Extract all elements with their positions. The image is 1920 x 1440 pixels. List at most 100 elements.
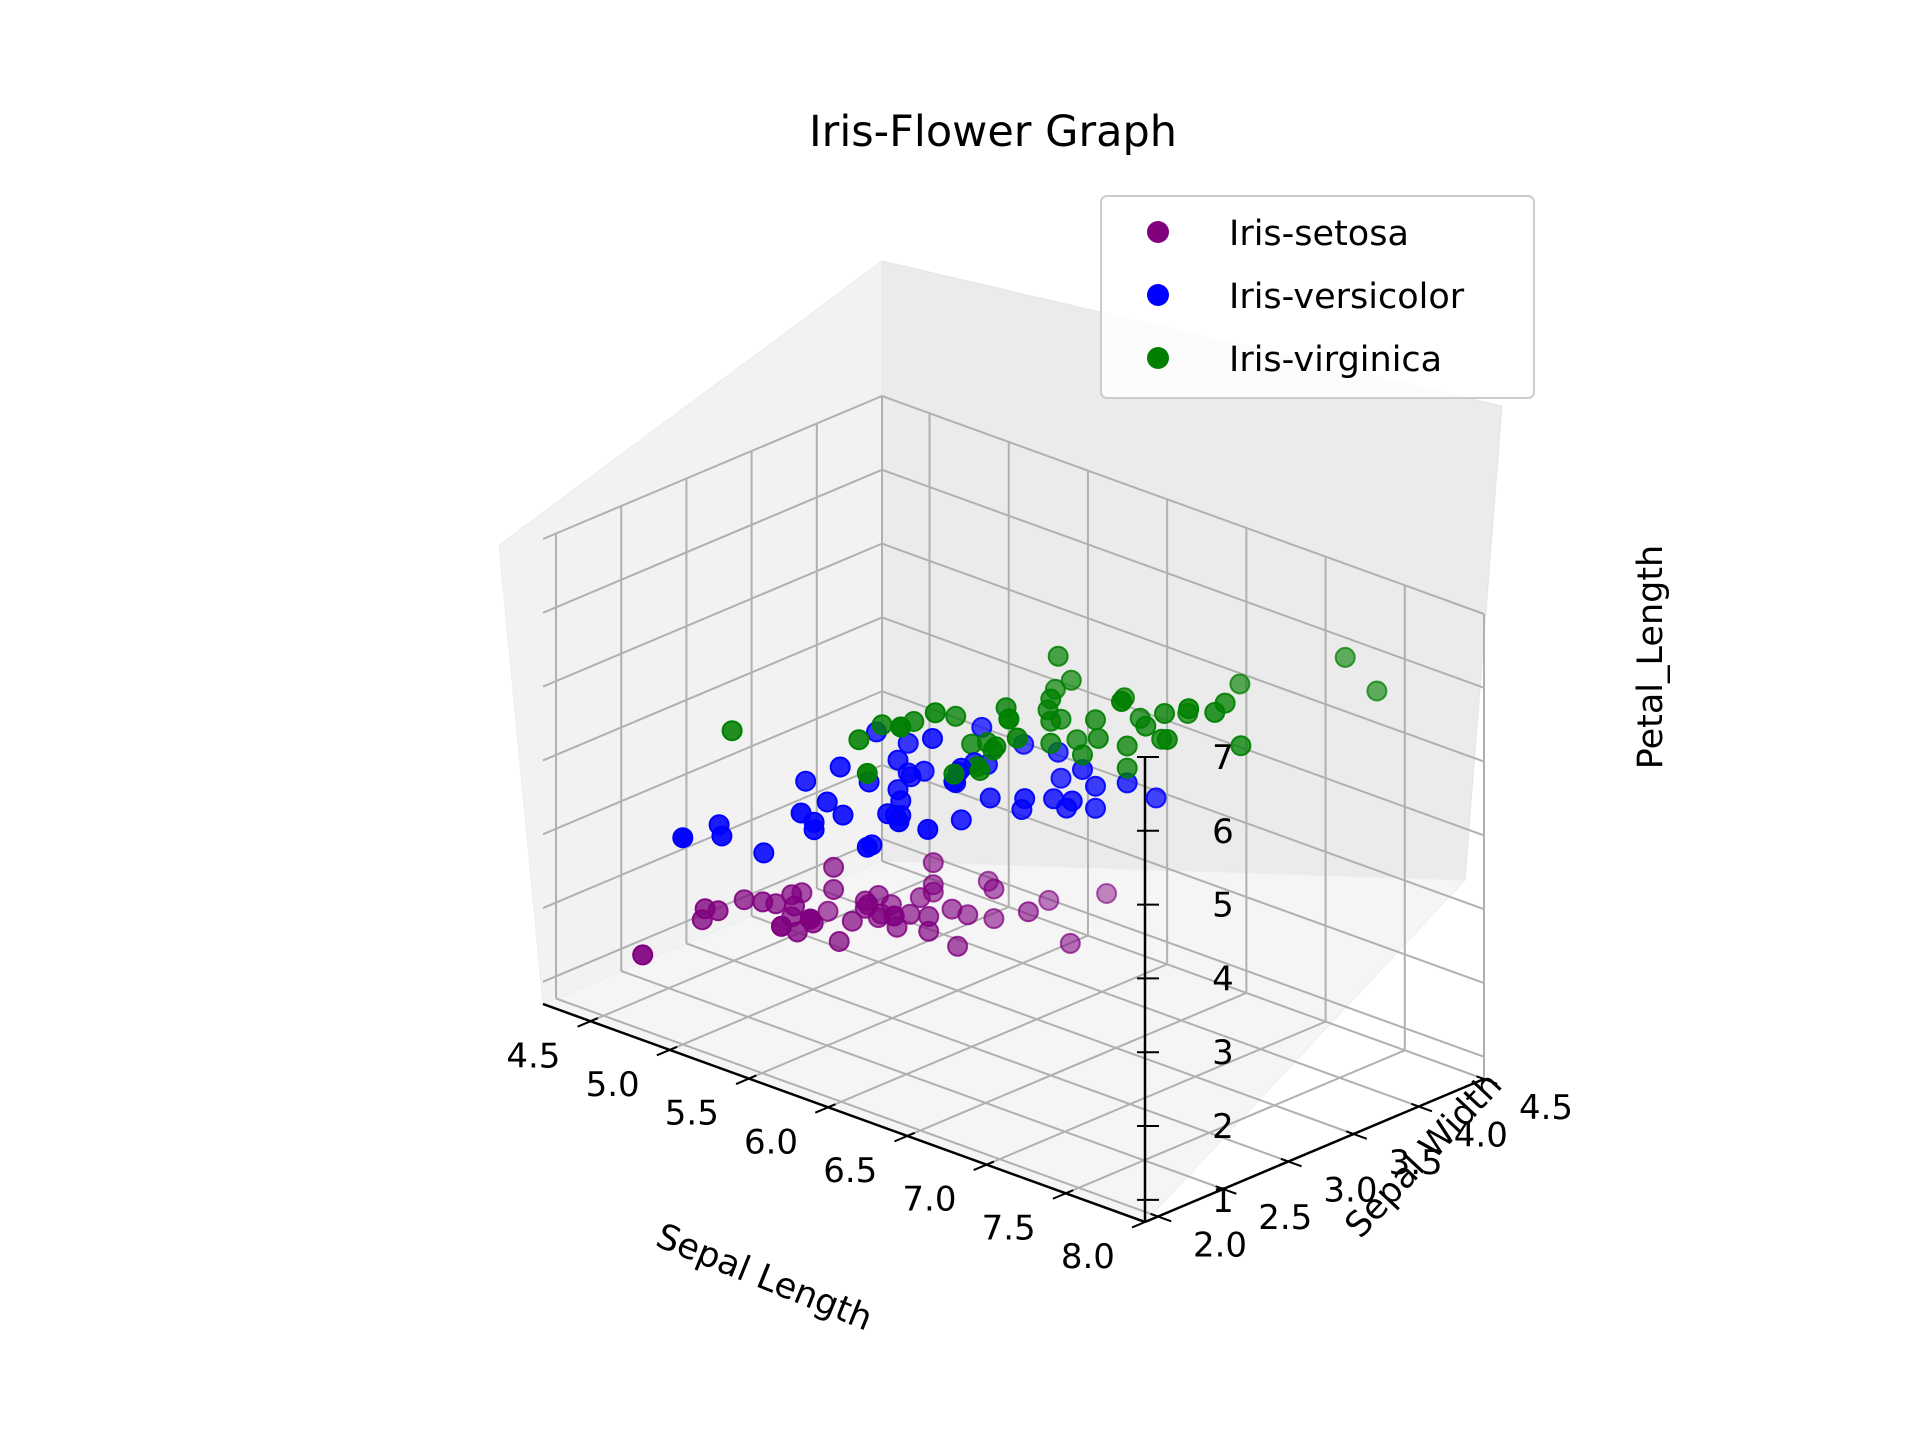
x-gridline [906, 992, 1247, 1137]
scatter-point-series-1 [1061, 790, 1083, 812]
scatter-point-series-2 [1204, 701, 1226, 723]
scatter-point-series-2 [1060, 669, 1082, 691]
scatter-point-series-0 [922, 874, 944, 896]
scatter-point-series-1 [922, 728, 943, 749]
y-gridline [620, 970, 1224, 1190]
x-tick-label: 5.5 [665, 1094, 719, 1134]
y-tick-label: 3.5 [1389, 1143, 1443, 1183]
legend-marker-versicolor [1147, 284, 1169, 306]
axis-panes [498, 260, 1503, 1223]
x-tick [973, 1160, 995, 1171]
z-tick-label: 5 [1212, 886, 1234, 926]
y-tick [1410, 1102, 1433, 1113]
x-tick [656, 1045, 678, 1057]
scatter-point-series-0 [828, 931, 850, 952]
data-points [632, 645, 1388, 966]
y-tick [1476, 1075, 1498, 1085]
scatter-point-series-0 [817, 900, 839, 922]
y-tick-label: 2.0 [1193, 1226, 1247, 1266]
scatter-point-series-0 [784, 895, 805, 917]
scatter-point-series-2 [1072, 744, 1093, 766]
scatter-point-series-2 [1230, 735, 1252, 757]
scatter-point-series-2 [871, 714, 893, 736]
scatter-point-series-0 [1096, 883, 1118, 904]
y-tick [1150, 1212, 1172, 1223]
scatter-point-series-1 [1085, 775, 1106, 797]
x-gridline [748, 934, 1089, 1080]
legend: Iris-setosa Iris-versicolor Iris-virgini… [1100, 195, 1535, 399]
scatter-point-series-1 [1014, 788, 1036, 810]
legend-label-virginica: Iris-virginica [1229, 340, 1442, 380]
z-tick-label: 3 [1212, 1033, 1234, 1073]
tick-labels: 4.5 5.0 5.5 6.0 6.5 7.0 7.5 8.0 2.0 2.5 3.0 3.5 4.0 4… [506, 738, 1573, 1277]
scatter-point-series-1 [900, 766, 922, 788]
scatter-point-series-1 [803, 819, 825, 841]
scatter-point-series-2 [1154, 703, 1175, 724]
x-tick [1131, 1217, 1153, 1229]
legend-label-setosa: Iris-setosa [1229, 214, 1409, 254]
x-axis-line [542, 1002, 1146, 1224]
scatter-point-series-2 [856, 762, 878, 784]
x-tick [577, 1017, 599, 1028]
scatter-point-series-0 [802, 912, 824, 934]
scatter-point-series-1 [1043, 788, 1065, 810]
legend-marker-setosa [1147, 221, 1169, 243]
z-tick-label: 4 [1212, 959, 1234, 999]
scatter-point-series-0 [983, 878, 1005, 900]
y-gridline [751, 915, 1354, 1135]
scatter-point-series-2 [1006, 727, 1028, 749]
x-tick-label: 6.5 [823, 1151, 877, 1191]
y-axis-line [1144, 1077, 1485, 1224]
scatter-point-series-1 [888, 811, 910, 833]
scatter-point-series-0 [694, 898, 716, 920]
scatter-point-series-0 [823, 879, 845, 900]
scatter-point-series-0 [771, 915, 792, 937]
scatter-point-series-0 [752, 891, 774, 913]
z-gridline [881, 395, 1485, 615]
scatter-point-series-0 [947, 935, 969, 957]
scatter-point-series-2 [924, 702, 946, 724]
z-tick-label: 2 [1212, 1107, 1234, 1147]
z-gridline [881, 468, 1485, 689]
x-tick-label: 8.0 [1061, 1237, 1115, 1277]
scatter-point-series-1 [816, 791, 838, 813]
x-gridline [669, 905, 1010, 1051]
x-gridline [986, 1020, 1326, 1166]
x-gridline [827, 963, 1168, 1109]
scatter-point-series-0 [632, 944, 654, 966]
scatter-point-series-2 [1113, 687, 1135, 709]
scatter-point-series-0 [1017, 901, 1039, 923]
legend-marker-virginica [1147, 347, 1169, 369]
x-tick-label: 5.0 [586, 1065, 640, 1105]
y-gridline [881, 860, 1485, 1080]
z-gridline [881, 542, 1485, 763]
scatter-point-series-1 [1145, 787, 1167, 809]
scatter-point-series-2 [1334, 646, 1356, 668]
scatter-point-series-2 [1156, 729, 1178, 750]
x-tick [735, 1074, 757, 1085]
scatter-point-series-2 [945, 705, 967, 727]
scatter-point-series-1 [1050, 767, 1072, 789]
scatter-point-series-0 [733, 889, 755, 911]
y-tick-label: 4.5 [1519, 1088, 1573, 1128]
scatter-point-series-2 [969, 760, 991, 781]
scatter-point-series-1 [829, 756, 851, 778]
x-tick-label: 4.5 [506, 1036, 560, 1076]
y-tick-label: 3.0 [1323, 1171, 1377, 1211]
y-gridline [686, 942, 1289, 1163]
scatter-point-series-2 [1085, 709, 1106, 731]
scatter-point-series-2 [721, 720, 743, 742]
z-gridline [542, 616, 883, 762]
scatter-point-series-1 [979, 787, 1001, 809]
scatter-point-series-1 [1085, 797, 1106, 819]
y-gridline [816, 887, 1420, 1108]
scatter-point-series-2 [1116, 735, 1138, 757]
axis-lines [542, 757, 1485, 1224]
y-gridline [555, 997, 1159, 1218]
scatter-point-series-1 [950, 809, 972, 831]
x-tick-label: 6.0 [744, 1122, 798, 1162]
scatter-point-series-0 [941, 898, 963, 920]
scatter-point-series-0 [918, 920, 940, 942]
scatter-point-series-1 [832, 804, 854, 826]
